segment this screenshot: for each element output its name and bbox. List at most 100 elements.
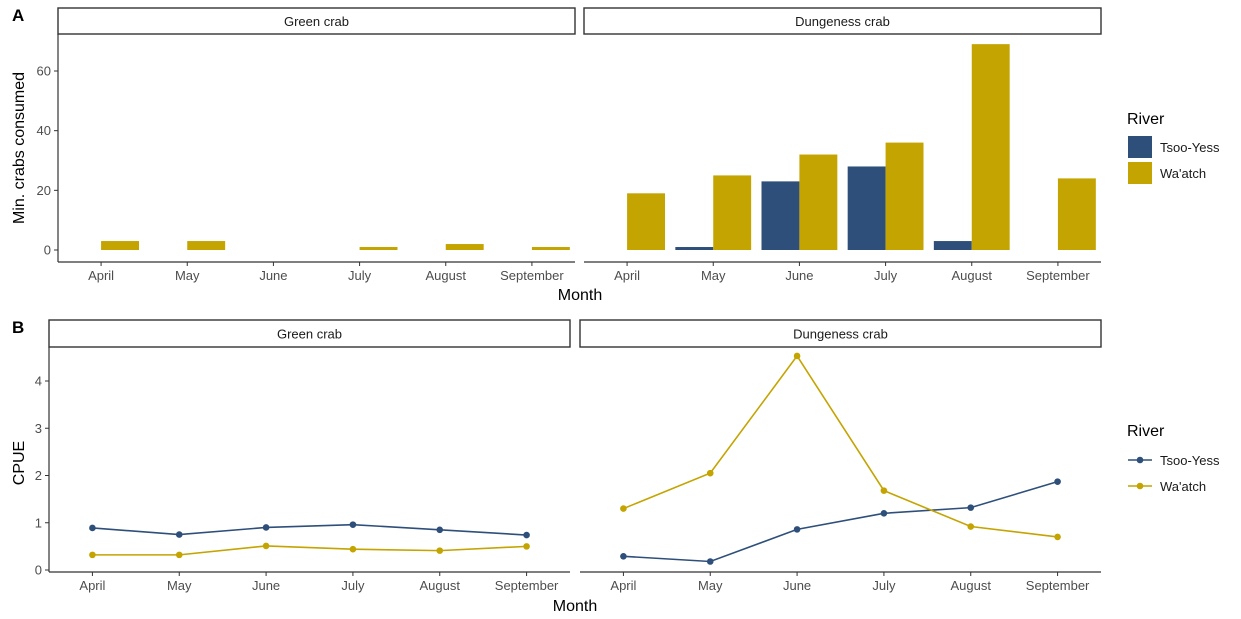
x-tick-label-a-dungeness-crab-august: August xyxy=(952,268,993,283)
panel-b-x-axis-title: Month xyxy=(553,598,597,615)
bar-a-dungeness-crab-wa-atch-may xyxy=(713,175,752,250)
panel-a-legend-label-tsoo-yess: Tsoo-Yess xyxy=(1160,140,1220,155)
x-tick-label-a-dungeness-crab-may: May xyxy=(701,268,726,283)
point-b-green-crab-wa-atch-may xyxy=(175,551,183,559)
bar-a-green-crab-wa-atch-september xyxy=(531,247,570,250)
x-tick-label-a-dungeness-crab-june: June xyxy=(785,268,813,283)
x-tick-label-b-green-crab-june: June xyxy=(252,578,280,593)
bar-a-dungeness-crab-wa-atch-june xyxy=(799,154,838,250)
x-tick-label-b-green-crab-august: August xyxy=(420,578,461,593)
bar-a-dungeness-crab-tsoo-yess-august xyxy=(933,241,972,250)
panel-a-legend-key-waatch xyxy=(1128,162,1152,184)
bar-a-green-crab-wa-atch-july xyxy=(359,247,398,250)
strip-label-b-green-crab: Green crab xyxy=(277,327,342,342)
panel-b-y-axis-title: CPUE xyxy=(11,441,28,485)
strip-label-b-dungeness-crab: Dungeness crab xyxy=(793,327,888,342)
point-b-dungeness-crab-tsoo-yess-june xyxy=(793,526,801,533)
strip-label-a-dungeness-crab: Dungeness crab xyxy=(795,14,890,29)
x-tick-label-a-green-crab-september: September xyxy=(500,268,564,283)
y-tick-label-a-0: 0 xyxy=(44,243,51,258)
x-tick-label-a-dungeness-crab-july: July xyxy=(874,268,898,283)
point-b-green-crab-wa-atch-september xyxy=(523,543,530,550)
point-b-dungeness-crab-wa-atch-september xyxy=(1054,533,1061,541)
bar-a-dungeness-crab-wa-atch-july xyxy=(885,142,924,250)
panel-a-legend-key-tsoo-yess xyxy=(1128,136,1152,158)
x-tick-label-a-green-crab-august: August xyxy=(426,268,467,283)
point-b-dungeness-crab-tsoo-yess-april xyxy=(620,552,627,560)
point-b-dungeness-crab-wa-atch-april xyxy=(620,505,627,512)
point-b-green-crab-wa-atch-august xyxy=(436,547,444,554)
point-b-green-crab-wa-atch-april xyxy=(89,551,96,559)
x-tick-label-b-dungeness-crab-june: June xyxy=(783,578,811,593)
series-line-b-green-crab-wa-atch xyxy=(92,545,527,556)
series-line-b-green-crab-tsoo-yess xyxy=(92,523,527,536)
strip-a-dungeness-crab xyxy=(583,7,1102,35)
y-tick-label-b-0: 0 xyxy=(35,563,42,578)
panel-a-tag: A xyxy=(12,6,24,25)
point-b-dungeness-crab-wa-atch-july xyxy=(880,487,888,494)
panel-b-legend-label-waatch: Wa'atch xyxy=(1160,479,1206,494)
point-b-dungeness-crab-wa-atch-may xyxy=(706,469,714,477)
x-tick-label-b-green-crab-may: May xyxy=(167,578,192,593)
point-b-dungeness-crab-wa-atch-august xyxy=(967,523,975,530)
point-b-green-crab-tsoo-yess-june xyxy=(262,524,270,531)
x-tick-label-b-green-crab-july: July xyxy=(341,578,365,593)
point-b-dungeness-crab-tsoo-yess-may xyxy=(706,558,714,565)
point-b-green-crab-tsoo-yess-september xyxy=(523,531,530,539)
x-tick-label-b-green-crab-april: April xyxy=(79,578,105,593)
x-tick-label-b-dungeness-crab-august: August xyxy=(951,578,992,593)
bar-a-green-crab-wa-atch-april xyxy=(101,241,139,250)
point-b-green-crab-tsoo-yess-may xyxy=(175,531,183,538)
point-b-green-crab-tsoo-yess-april xyxy=(89,524,96,532)
strip-b-green-crab xyxy=(48,319,571,348)
x-tick-label-b-dungeness-crab-july: July xyxy=(872,578,896,593)
bar-a-green-crab-wa-atch-august xyxy=(445,244,484,250)
x-tick-label-b-dungeness-crab-april: April xyxy=(610,578,636,593)
x-tick-label-a-dungeness-crab-september: September xyxy=(1026,268,1090,283)
y-tick-label-a-60: 60 xyxy=(37,64,51,79)
panel-b-legend-key-tsoo-yess-point xyxy=(1136,456,1144,464)
strip-b-dungeness-crab xyxy=(579,319,1102,348)
y-tick-label-b-4: 4 xyxy=(35,374,42,389)
bar-a-dungeness-crab-tsoo-yess-june xyxy=(761,181,800,250)
point-b-dungeness-crab-wa-atch-june xyxy=(793,352,801,360)
y-tick-label-b-3: 3 xyxy=(35,421,42,436)
y-tick-label-b-1: 1 xyxy=(35,515,42,530)
series-line-b-dungeness-crab-tsoo-yess xyxy=(623,480,1058,563)
point-b-green-crab-wa-atch-june xyxy=(262,542,270,550)
bar-a-dungeness-crab-tsoo-yess-may xyxy=(675,247,714,250)
panel-b-legend-label-tsoo-yess: Tsoo-Yess xyxy=(1160,453,1220,468)
panel-a-legend-title: River xyxy=(1127,111,1165,128)
strip-label-a-green-crab: Green crab xyxy=(284,14,349,29)
panel-b-tag: B xyxy=(12,318,24,337)
panel-b-legend-key-waatch-point xyxy=(1136,482,1144,490)
panel-a-legend-label-waatch: Wa'atch xyxy=(1160,166,1206,181)
panel-b-legend-title: River xyxy=(1127,423,1165,440)
bar-a-dungeness-crab-tsoo-yess-july xyxy=(847,166,886,250)
bar-a-green-crab-wa-atch-may xyxy=(187,241,226,250)
point-b-green-crab-tsoo-yess-july xyxy=(349,521,357,528)
bar-a-dungeness-crab-wa-atch-august xyxy=(971,44,1010,251)
x-tick-label-a-green-crab-june: June xyxy=(259,268,287,283)
x-tick-label-a-green-crab-july: July xyxy=(348,268,372,283)
x-tick-label-b-dungeness-crab-september: September xyxy=(1026,578,1090,593)
point-b-dungeness-crab-tsoo-yess-august xyxy=(967,504,975,511)
point-b-green-crab-tsoo-yess-august xyxy=(436,526,444,534)
bar-a-dungeness-crab-wa-atch-april xyxy=(627,193,665,250)
point-b-green-crab-wa-atch-july xyxy=(349,545,357,553)
bar-a-dungeness-crab-wa-atch-september xyxy=(1057,178,1096,250)
series-line-b-dungeness-crab-wa-atch xyxy=(623,354,1058,538)
x-tick-label-b-dungeness-crab-may: May xyxy=(698,578,723,593)
y-tick-label-b-2: 2 xyxy=(35,468,42,483)
panel-a-x-axis-title: Month xyxy=(558,287,602,304)
strip-a-green-crab xyxy=(57,7,576,35)
y-tick-label-a-40: 40 xyxy=(37,123,51,138)
point-b-dungeness-crab-tsoo-yess-september xyxy=(1054,478,1061,485)
point-b-dungeness-crab-tsoo-yess-july xyxy=(880,510,888,517)
x-tick-label-a-green-crab-april: April xyxy=(88,268,114,283)
x-tick-label-b-green-crab-september: September xyxy=(495,578,559,593)
panel-a-y-axis-title: Min. crabs consumed xyxy=(11,72,28,224)
x-tick-label-a-dungeness-crab-april: April xyxy=(614,268,640,283)
